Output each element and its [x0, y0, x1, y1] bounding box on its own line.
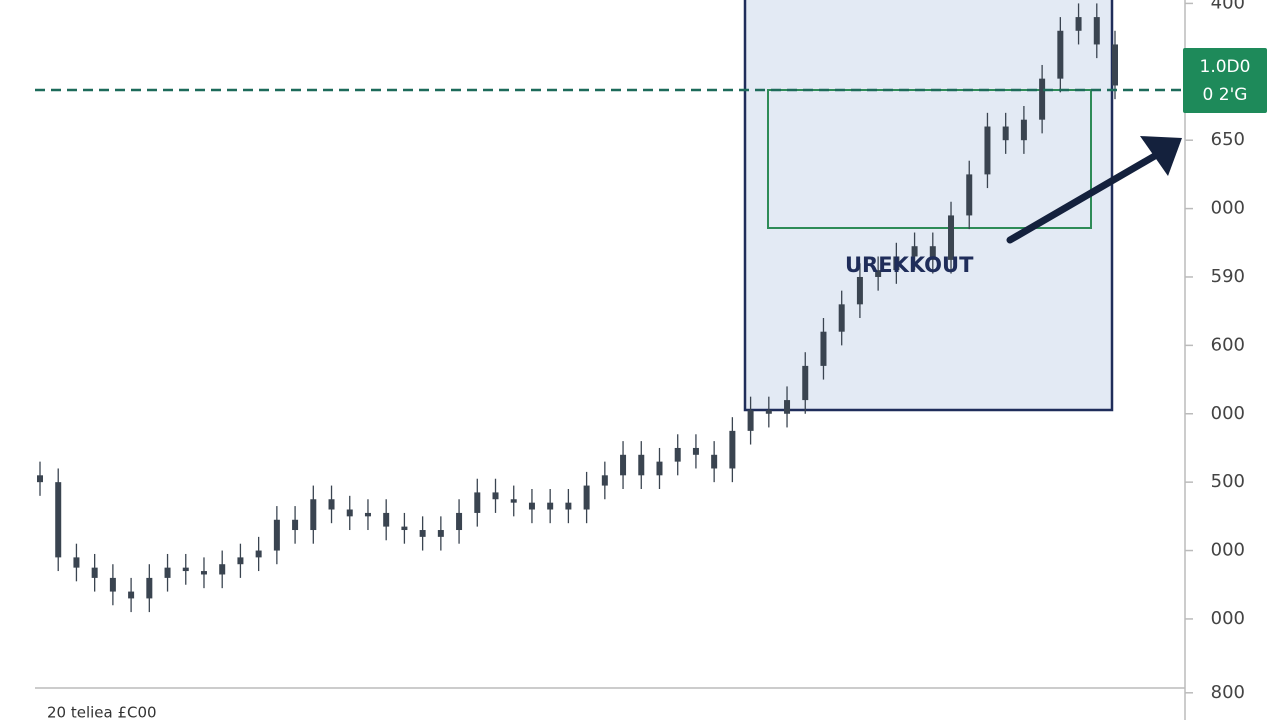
candle-body [802, 365, 809, 401]
breakout-label: UREKKOUT [845, 253, 974, 277]
candle-body [820, 331, 827, 366]
candle-body [875, 270, 882, 277]
candle-body [583, 485, 590, 510]
candle-body [838, 304, 845, 332]
candle-body [292, 519, 299, 531]
price-badge-text: 0 2'G [1203, 85, 1248, 105]
candle-body [674, 447, 681, 462]
candle-body [711, 454, 718, 469]
arrow-shaft [1006, 146, 1169, 244]
candle-body [492, 492, 499, 500]
candle-body [401, 526, 408, 531]
candle-body [1075, 17, 1082, 31]
candle-body [620, 454, 627, 476]
y-tick-label: 500 [1211, 471, 1245, 492]
candle-body [419, 530, 426, 537]
candle-body [474, 492, 481, 513]
candle-body [765, 410, 772, 414]
candle-body [364, 512, 371, 517]
candle-body [893, 256, 900, 271]
candle-body [1002, 126, 1009, 141]
price-badge-text: 1.0D0 [1200, 57, 1251, 77]
arrow-head [1140, 136, 1182, 176]
y-tick-label: 000 [1211, 403, 1245, 424]
candle-body [856, 276, 863, 305]
candle-body [55, 482, 62, 558]
candle-body [729, 430, 736, 469]
candle-body [565, 502, 572, 510]
candle-body [219, 564, 226, 575]
y-tick-label: 000 [1211, 608, 1245, 629]
candle-body [383, 512, 390, 527]
candle-body [346, 509, 353, 517]
candle-body [164, 567, 171, 578]
breakout-zone [743, 0, 1114, 412]
candles [37, 3, 1118, 613]
price-badge [1183, 48, 1267, 113]
candle-body [1057, 30, 1064, 79]
candle-body [601, 475, 608, 486]
candle-body [146, 577, 153, 599]
candle-body [73, 557, 80, 568]
candle-body [310, 499, 317, 531]
y-tick-label: 800 [1211, 682, 1245, 703]
candle-body [510, 499, 517, 503]
candle-body [128, 591, 135, 599]
candle-body [911, 246, 918, 257]
candle-body [255, 550, 262, 558]
candle-body [747, 410, 754, 431]
y-ticks: 400 650 000 590 600 000 500 000 000 800 [1185, 0, 1245, 703]
y-tick-label: 650 [1211, 129, 1245, 150]
y-tick-label: 400 [1211, 0, 1245, 13]
y-tick-label: 000 [1211, 198, 1245, 219]
candle-body [692, 447, 699, 455]
candle-body [1020, 119, 1027, 141]
candle-body [638, 454, 645, 476]
candle-body [91, 567, 98, 578]
candle-body [528, 502, 535, 510]
candle-body [437, 530, 444, 537]
candle-body [109, 577, 116, 592]
candle-body [328, 499, 335, 510]
candle-body [656, 461, 663, 476]
candle-body [966, 174, 973, 216]
candle-body [547, 502, 554, 510]
y-tick-label: 590 [1211, 266, 1245, 287]
candle-body [1039, 78, 1046, 120]
candle-body [37, 475, 43, 483]
candle-body [237, 557, 244, 565]
candle-body [984, 126, 991, 175]
candle-body [273, 519, 280, 551]
candle-body [200, 571, 207, 575]
candle-body [1093, 17, 1100, 45]
candle-body [929, 246, 936, 260]
y-tick-label: 000 [1211, 540, 1245, 561]
candle-body [784, 400, 791, 414]
footer-label: 20 teliea £C00 [47, 704, 157, 720]
range-box [767, 89, 1092, 229]
candle-body [182, 567, 189, 572]
y-tick-label: 600 [1211, 334, 1245, 355]
candle-body [456, 512, 463, 531]
candle-body [1112, 44, 1118, 86]
candle-body [948, 215, 955, 260]
